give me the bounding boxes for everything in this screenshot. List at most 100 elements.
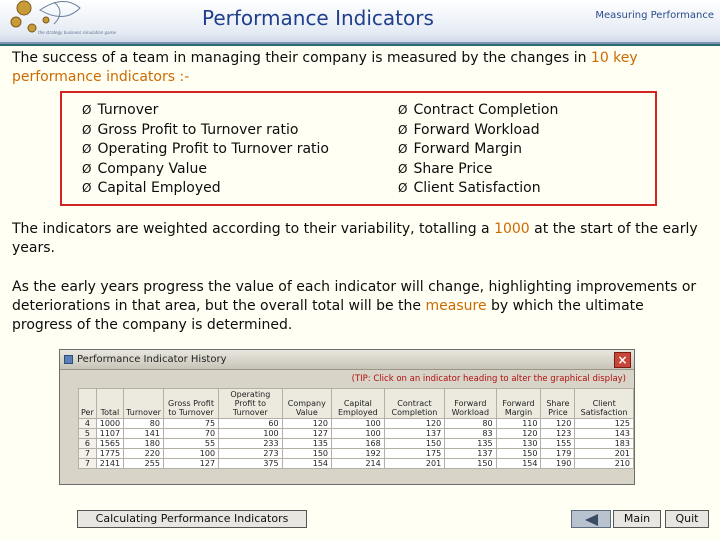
window-close-icon[interactable]: × xyxy=(614,352,631,368)
table-cell: 100 xyxy=(162,448,220,459)
progress-text-end: by which the ultimate progress of the co… xyxy=(12,298,644,333)
kpi-item: Ø Operating Profit to Turnover ratio xyxy=(82,141,329,157)
table-cell: 5 xyxy=(78,428,97,439)
back-arrow-icon xyxy=(585,514,598,526)
main-button[interactable]: Main xyxy=(613,510,661,528)
table-cell: 190 xyxy=(540,458,576,469)
back-button[interactable] xyxy=(571,510,611,528)
window-title: Performance Indicator History xyxy=(77,354,227,365)
weighting-highlight: 1000 xyxy=(494,221,530,237)
table-cell: 210 xyxy=(574,458,634,469)
table-header-cell[interactable]: Turnover xyxy=(123,388,164,419)
intro-text-end: performance indicators :- xyxy=(12,69,190,85)
weighting-text-end: at the start of the early years. xyxy=(12,221,698,256)
intro-text: The success of a team in managing their … xyxy=(12,50,591,66)
arrow-bullet-icon: Ø xyxy=(398,181,408,195)
table-cell: 80 xyxy=(123,418,164,429)
table-cell: 4 xyxy=(78,418,97,429)
table-cell: 120 xyxy=(281,418,333,429)
table-cell: 135 xyxy=(444,438,497,449)
table-cell: 168 xyxy=(331,438,385,449)
slide-content: The success of a team in managing their … xyxy=(0,46,720,540)
table-cell: 120 xyxy=(383,418,446,429)
table-cell: 75 xyxy=(162,418,220,429)
table-header-cell[interactable]: Capital Employed xyxy=(331,388,385,419)
table-cell: 137 xyxy=(444,448,497,459)
table-cell: 1775 xyxy=(95,448,125,459)
table-cell: 130 xyxy=(495,438,542,449)
table-cell: 120 xyxy=(495,428,542,439)
window-app-icon xyxy=(64,355,73,364)
table-cell: 220 xyxy=(123,448,164,459)
kpi-list-left: Ø Turnover Ø Gross Profit to Turnover rati… xyxy=(82,101,329,199)
arrow-bullet-icon: Ø xyxy=(398,103,408,117)
table-header-cell[interactable]: Company Value xyxy=(281,388,333,419)
progress-paragraph: As the early years progress the value of… xyxy=(12,278,702,335)
table-cell: 60 xyxy=(218,418,283,429)
table-row: 4 1000 80 75 60 120 100 120 80 110 120 125 xyxy=(78,418,634,429)
table-cell: 2141 xyxy=(95,458,125,469)
arrow-bullet-icon: Ø xyxy=(82,103,92,117)
table-cell: 154 xyxy=(281,458,333,469)
window-tip: (TIP: Click on an indicator heading to a… xyxy=(351,374,626,384)
arrow-bullet-icon: Ø xyxy=(82,181,92,195)
table-header-cell[interactable]: Share Price xyxy=(540,388,576,419)
table-cell: 137 xyxy=(383,428,446,439)
table-row: 7 1775 220 100 273 150 192 175 137 150 179 201 xyxy=(78,448,634,459)
table-cell: 1000 xyxy=(95,418,125,429)
table-cell: 141 xyxy=(123,428,164,439)
weighting-text: The indicators are weighted according to… xyxy=(12,221,495,237)
table-cell: 150 xyxy=(281,448,333,459)
table-cell: 375 xyxy=(218,458,283,469)
table-cell: 192 xyxy=(331,448,385,459)
kpi-item: Ø Gross Profit to Turnover ratio xyxy=(82,121,299,138)
table-header-cell[interactable]: Contract Completion xyxy=(383,388,446,419)
table-cell: 201 xyxy=(574,448,634,459)
table-cell: 1565 xyxy=(95,438,125,449)
table-cell: 135 xyxy=(281,438,333,449)
table-cell: 1107 xyxy=(95,428,125,439)
weighting-paragraph: The indicators are weighted according to… xyxy=(12,220,702,258)
table-cell: 233 xyxy=(218,438,283,449)
table-header-cell[interactable]: Forward Margin xyxy=(495,388,542,419)
table-header-cell[interactable]: Client Satisfaction xyxy=(574,388,634,419)
indicator-history-window: Performance Indicator History × (TIP: Cl… xyxy=(59,349,635,485)
kpi-item: Ø Share Price xyxy=(398,160,493,177)
table-cell: 6 xyxy=(78,438,97,449)
table-cell: 100 xyxy=(331,428,385,439)
arrow-bullet-icon: Ø xyxy=(82,122,92,137)
table-cell: 83 xyxy=(444,428,497,439)
table-cell: 150 xyxy=(444,458,497,469)
table-row: 7 2141 255 127 375 154 214 201 150 154 190 210 xyxy=(78,458,634,469)
arrow-bullet-icon: Ø xyxy=(82,161,92,176)
table-cell: 201 xyxy=(383,458,446,469)
window-titlebar: Performance Indicator History × xyxy=(60,350,634,370)
table-cell: 120 xyxy=(540,418,576,429)
table-cell: 80 xyxy=(444,418,497,429)
table-cell: 143 xyxy=(574,428,634,439)
kpi-item: Ø Turnover xyxy=(82,102,159,118)
indicator-history-table: Per Total Turnover Gross Profit to Turnover… xyxy=(78,388,634,469)
progress-highlight: measure xyxy=(425,298,487,314)
arrow-bullet-icon: Ø xyxy=(398,161,408,176)
table-cell: 154 xyxy=(495,458,542,469)
table-cell: 150 xyxy=(383,438,446,449)
table-header-cell[interactable]: Gross Profit to Turnover xyxy=(162,388,220,419)
logo-tagline: the strategy business simulation game xyxy=(38,30,116,35)
section-subtitle: Measuring Performance xyxy=(595,10,714,21)
table-cell: 183 xyxy=(574,438,634,449)
header-banner: the strategy business simulation game Pe… xyxy=(0,0,720,44)
table-cell: 179 xyxy=(540,448,576,459)
table-cell: 110 xyxy=(495,418,542,429)
table-cell: 214 xyxy=(331,458,385,469)
calculating-indicators-button[interactable]: Calculating Performance Indicators xyxy=(77,510,307,528)
kpi-item: Ø Forward Workload xyxy=(398,121,540,138)
table-cell: 155 xyxy=(540,438,576,449)
intro-paragraph: The success of a team in managing their … xyxy=(12,49,702,87)
page-title: Performance Indicators xyxy=(202,6,434,30)
kpi-item: Ø Capital Employed xyxy=(82,180,221,196)
table-header-cell[interactable]: Operating Profit to Turnover xyxy=(218,388,283,419)
quit-button[interactable]: Quit xyxy=(665,510,709,528)
table-cell: 255 xyxy=(123,458,164,469)
table-header-cell[interactable]: Forward Workload xyxy=(444,388,497,419)
